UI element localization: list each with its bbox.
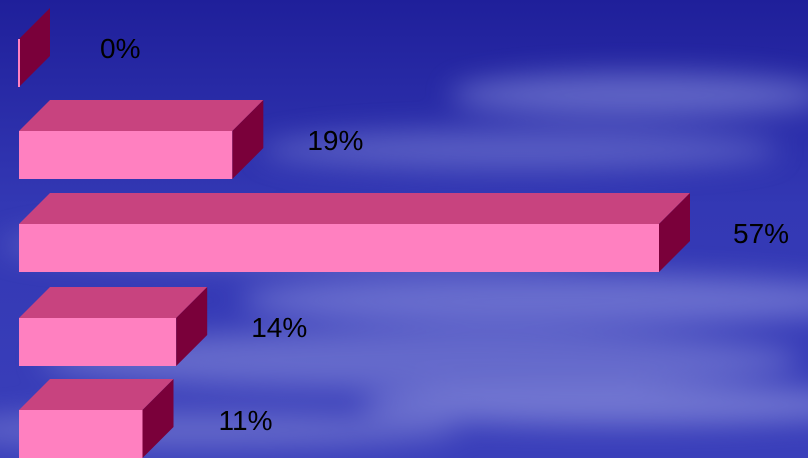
bar-side-face [142,379,174,458]
bars-group [18,8,690,458]
bar-top-face [19,193,690,224]
bar-top-face [19,379,174,410]
bar [19,193,690,272]
data-labels-group: 0% 19% 57% 14% 11% [100,33,789,436]
data-label: 11% [219,405,273,436]
bar-side-face [232,100,264,179]
bar [19,379,174,458]
bar [19,287,208,366]
bar-front-face [19,318,177,366]
bar-front-face [19,224,659,272]
data-label: 0% [100,33,140,64]
bar [19,100,264,179]
bar [18,8,50,87]
bar-front-face [19,131,233,179]
bar-side-face [659,193,690,272]
data-label: 14% [251,312,307,343]
bar-front-face [19,410,143,458]
bar-top-face [19,287,208,318]
bar-side-face [19,8,50,87]
data-label: 19% [307,125,363,156]
bar-side-face [176,287,208,366]
bar-top-face [19,100,264,131]
data-label: 57% [733,218,789,249]
